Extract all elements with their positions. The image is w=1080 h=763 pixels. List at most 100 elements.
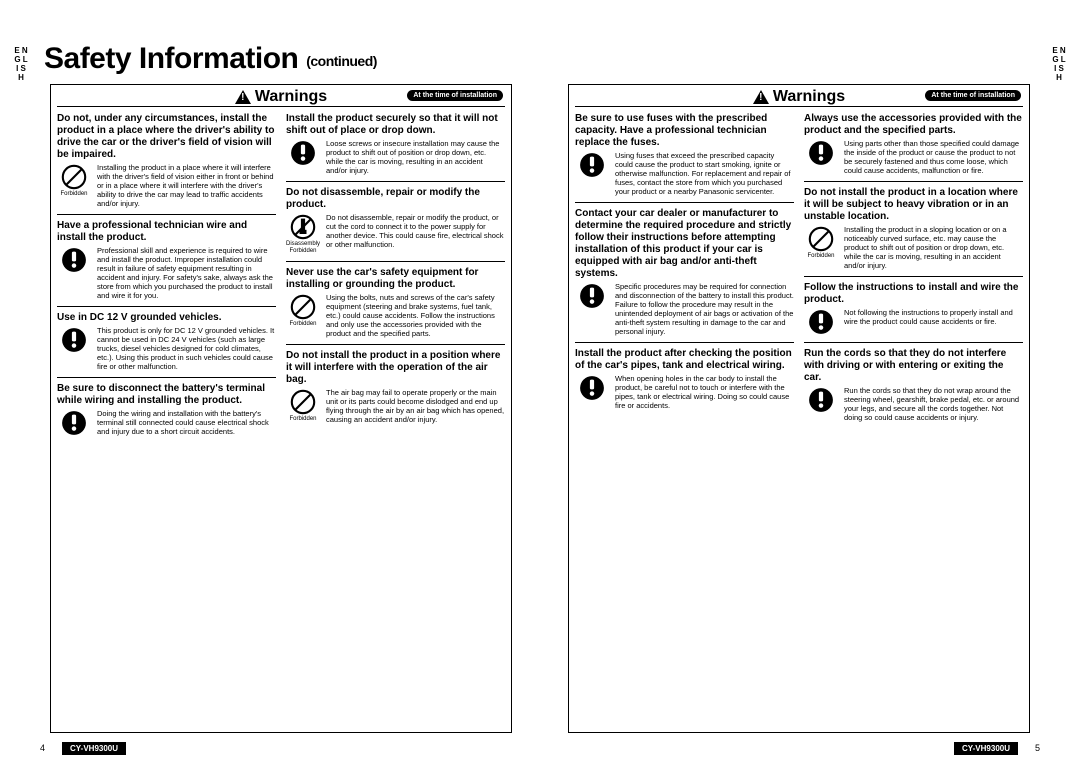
warning-triangle-icon bbox=[753, 90, 769, 104]
mandatory-icon bbox=[804, 139, 838, 167]
installation-chip-right: At the time of installation bbox=[925, 90, 1021, 101]
warning-text: Specific procedures may be required for … bbox=[615, 282, 794, 336]
warnings-label: Warnings bbox=[773, 88, 845, 106]
page-spread: Warnings At the time of installation Do … bbox=[50, 84, 1030, 733]
divider bbox=[804, 276, 1023, 277]
icon-caption: Forbidden bbox=[289, 416, 316, 423]
warning-block: Do not install the product in a position… bbox=[286, 350, 505, 424]
warning-heading: Have a professional technician wire and … bbox=[57, 220, 276, 244]
warning-block: Do not, under any circumstances, install… bbox=[57, 113, 276, 208]
mandatory-icon bbox=[575, 282, 609, 310]
warning-text: Doing the wiring and installation with t… bbox=[97, 409, 276, 436]
language-tab-left: E N G L I S H bbox=[14, 46, 28, 82]
warning-body: Forbidden Installing the product in a pla… bbox=[57, 163, 276, 208]
warning-heading: Run the cords so that they do not interf… bbox=[804, 348, 1023, 384]
icon-caption: Forbidden bbox=[60, 191, 87, 198]
page-title: Safety Information (continued) bbox=[44, 42, 377, 76]
warnings-label: Warnings bbox=[255, 88, 327, 106]
warning-heading: Contact your car dealer or manufacturer … bbox=[575, 208, 794, 280]
mandatory-icon bbox=[57, 326, 91, 354]
divider bbox=[57, 377, 276, 378]
mandatory-icon bbox=[575, 151, 609, 179]
warning-heading: Install the product securely so that it … bbox=[286, 113, 505, 137]
divider bbox=[804, 181, 1023, 182]
warning-block: Contact your car dealer or manufacturer … bbox=[575, 208, 794, 336]
warning-block: Never use the car's safety equipment for… bbox=[286, 267, 505, 338]
warning-triangle-icon bbox=[235, 90, 251, 104]
title-suffix: (continued) bbox=[306, 53, 377, 69]
warning-block: Be sure to use fuses with the prescribed… bbox=[575, 113, 794, 196]
warning-heading: Do not install the product in a position… bbox=[286, 350, 505, 386]
disassembly-icon: Disassembly Forbidden bbox=[286, 213, 320, 255]
forbidden-icon: Forbidden bbox=[804, 225, 838, 260]
mandatory-icon bbox=[57, 246, 91, 274]
warning-text: Do not disassemble, repair or modify the… bbox=[326, 213, 505, 249]
warning-block: Install the product securely so that it … bbox=[286, 113, 505, 175]
warning-body: Using parts other than those specified c… bbox=[804, 139, 1023, 175]
mandatory-icon bbox=[804, 308, 838, 336]
warning-text: Using parts other than those specified c… bbox=[844, 139, 1023, 175]
divider bbox=[575, 202, 794, 203]
warning-body: Specific procedures may be required for … bbox=[575, 282, 794, 336]
warning-heading: Always use the accessories provided with… bbox=[804, 113, 1023, 137]
divider bbox=[286, 181, 505, 182]
warning-body: Disassembly Forbidden Do not disassemble,… bbox=[286, 213, 505, 255]
language-tab-right: E N G L I S H bbox=[1052, 46, 1066, 82]
warning-body: Professional skill and experience is req… bbox=[57, 246, 276, 300]
warning-text: Not following the instructions to proper… bbox=[844, 308, 1023, 326]
warning-body: This product is only for DC 12 V grounde… bbox=[57, 326, 276, 371]
mandatory-icon bbox=[804, 386, 838, 414]
warning-heading: Be sure to disconnect the battery's term… bbox=[57, 383, 276, 407]
forbidden-icon: Forbidden bbox=[286, 293, 320, 328]
mandatory-icon bbox=[57, 409, 91, 437]
warning-block: Run the cords so that they do not interf… bbox=[804, 348, 1023, 422]
warning-heading: Be sure to use fuses with the prescribed… bbox=[575, 113, 794, 149]
page-right: Warnings At the time of installation Be … bbox=[568, 84, 1030, 733]
warning-text: Using the bolts, nuts and screws of the … bbox=[326, 293, 505, 338]
warning-block: Install the product after checking the p… bbox=[575, 348, 794, 410]
warning-text: Installing the product in a place where … bbox=[97, 163, 276, 208]
warning-body: When opening holes in the car body to in… bbox=[575, 374, 794, 410]
column-1: Do not, under any circumstances, install… bbox=[57, 89, 276, 726]
column-3: Be sure to use fuses with the prescribed… bbox=[575, 89, 794, 726]
warning-heading: Do not install the product in a location… bbox=[804, 187, 1023, 223]
warning-block: Do not disassemble, repair or modify the… bbox=[286, 187, 505, 255]
divider bbox=[57, 306, 276, 307]
warning-body: Forbidden Using the bolts, nuts and screw… bbox=[286, 293, 505, 338]
forbidden-icon: Forbidden bbox=[57, 163, 91, 198]
warning-block: Follow the instructions to install and w… bbox=[804, 282, 1023, 336]
warning-block: Use in DC 12 V grounded vehicles. This pr… bbox=[57, 312, 276, 371]
model-chip-right: CY-VH9300U bbox=[954, 742, 1018, 755]
warning-text: Using fuses that exceed the prescribed c… bbox=[615, 151, 794, 196]
warning-heading: Never use the car's safety equipment for… bbox=[286, 267, 505, 291]
warning-body: Forbidden Installing the product in a slo… bbox=[804, 225, 1023, 270]
icon-caption: Forbidden bbox=[289, 321, 316, 328]
warning-heading: Do not disassemble, repair or modify the… bbox=[286, 187, 505, 211]
icon-caption: Disassembly Forbidden bbox=[286, 241, 320, 255]
warning-body: Doing the wiring and installation with t… bbox=[57, 409, 276, 437]
warning-text: When opening holes in the car body to in… bbox=[615, 374, 794, 410]
divider bbox=[575, 342, 794, 343]
page-left: Warnings At the time of installation Do … bbox=[50, 84, 512, 733]
warning-block: Always use the accessories provided with… bbox=[804, 113, 1023, 175]
warning-body: Using fuses that exceed the prescribed c… bbox=[575, 151, 794, 196]
warning-heading: Do not, under any circumstances, install… bbox=[57, 113, 276, 161]
warning-text: Installing the product in a sloping loca… bbox=[844, 225, 1023, 270]
divider bbox=[57, 214, 276, 215]
forbidden-icon: Forbidden bbox=[286, 388, 320, 423]
divider bbox=[804, 342, 1023, 343]
warning-text: Professional skill and experience is req… bbox=[97, 246, 276, 300]
warning-block: Have a professional technician wire and … bbox=[57, 220, 276, 300]
title-main: Safety Information bbox=[44, 42, 298, 75]
warning-block: Be sure to disconnect the battery's term… bbox=[57, 383, 276, 437]
warning-body: Not following the instructions to proper… bbox=[804, 308, 1023, 336]
warning-text: Run the cords so that they do not wrap a… bbox=[844, 386, 1023, 422]
mandatory-icon bbox=[286, 139, 320, 167]
warning-block: Do not install the product in a location… bbox=[804, 187, 1023, 270]
column-4: Always use the accessories provided with… bbox=[804, 89, 1023, 726]
warning-text: Loose screws or insecure installation ma… bbox=[326, 139, 505, 175]
mandatory-icon bbox=[575, 374, 609, 402]
icon-caption: Forbidden bbox=[807, 253, 834, 260]
warning-text: This product is only for DC 12 V grounde… bbox=[97, 326, 276, 371]
warning-heading: Use in DC 12 V grounded vehicles. bbox=[57, 312, 276, 324]
